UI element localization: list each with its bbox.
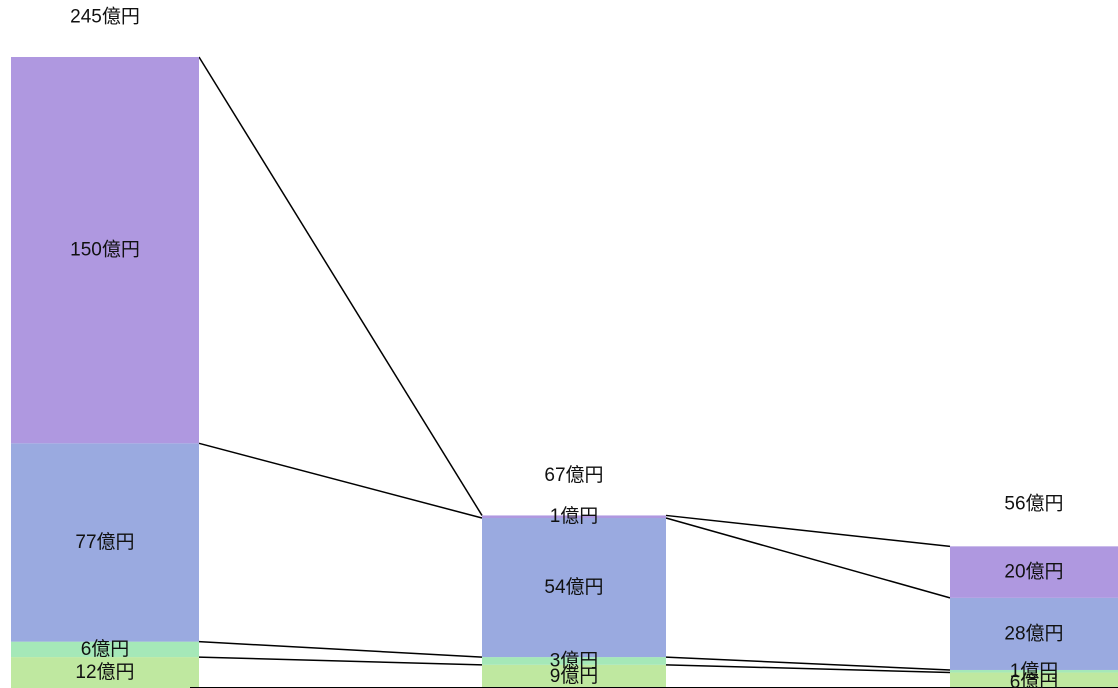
connector-line-0-2 <box>198 442 483 519</box>
segment-label-1-0: 9億円 <box>550 665 599 687</box>
connector-line-1-1 <box>665 656 951 671</box>
bar-segment-1-0 <box>482 664 666 688</box>
segment-label-2-2: 28億円 <box>1004 622 1063 644</box>
bar-segment-0-1 <box>11 641 199 658</box>
segment-label-0-0: 12億円 <box>75 661 134 683</box>
bar-segment-2-0 <box>950 672 1118 688</box>
bar-segment-0-3 <box>11 57 199 444</box>
bar-segment-1-2 <box>482 518 666 658</box>
segment-label-1-1: 3億円 <box>550 649 599 671</box>
segment-label-0-2: 77億円 <box>75 531 134 553</box>
total-label-1: 67億円 <box>544 464 603 486</box>
bar-segment-1-3 <box>482 515 666 519</box>
bar-segment-1-1 <box>482 657 666 665</box>
bar-segment-2-1 <box>950 669 1118 673</box>
segment-label-0-3: 150億円 <box>70 239 140 261</box>
bar-segment-2-2 <box>950 597 1118 670</box>
segment-label-2-1: 1億円 <box>1010 660 1059 682</box>
bar-segment-0-2 <box>11 443 199 642</box>
connector-line-1-2 <box>665 517 951 599</box>
segment-label-1-2: 54億円 <box>544 576 603 598</box>
connector-line-1-3 <box>665 514 951 548</box>
segment-label-2-3: 20億円 <box>1004 561 1063 583</box>
segment-label-1-3: 1億円 <box>550 505 599 527</box>
bar-segment-2-3 <box>950 546 1118 598</box>
connector-line-1-0 <box>665 664 951 674</box>
connector-lines <box>198 56 951 674</box>
connector-line-0-0 <box>198 656 483 666</box>
total-label-2: 56億円 <box>1004 492 1063 514</box>
segment-label-0-1: 6億円 <box>81 638 130 660</box>
total-label-0: 245億円 <box>70 6 140 28</box>
bar-segments <box>11 57 1118 688</box>
connector-line-0-3 <box>198 56 483 516</box>
segment-label-2-0: 6億円 <box>1010 671 1059 688</box>
connector-line-0-1 <box>198 640 483 658</box>
data-labels: 12億円6億円77億円150億円9億円3億円54億円1億円6億円1億円28億円2… <box>70 6 1063 688</box>
bar-segment-0-0 <box>11 657 199 688</box>
